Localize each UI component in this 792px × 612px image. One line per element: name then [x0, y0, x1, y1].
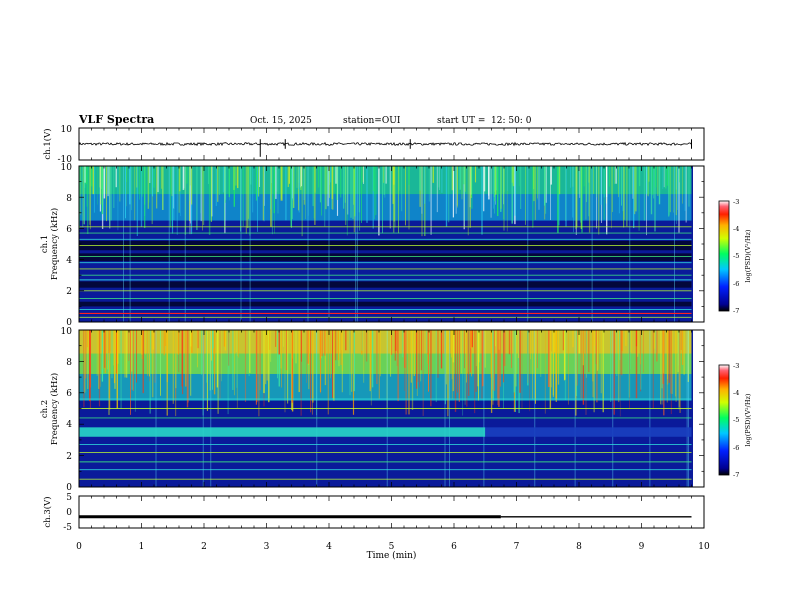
ch1-colorbar: -3 -4 -5 -6 -7 log(PSD)(V²/Hz) — [718, 198, 752, 315]
ch2-spectrogram-ylabel-2: Frequency (kHz) — [49, 373, 60, 445]
ch1-cb-tick-1: -4 — [733, 225, 739, 233]
ch2-cb-tick-4: -7 — [733, 471, 739, 479]
xtick-5: 5 — [389, 542, 395, 552]
ch2-cb-tick-2: -5 — [733, 416, 739, 424]
ch2-ytick-0: 0 — [66, 483, 72, 493]
ch1-cb-tick-3: -6 — [733, 280, 739, 288]
ch1-ytick-top: 10 — [61, 125, 73, 135]
start-ut-label: start UT = — [437, 116, 485, 126]
ch1-yticks: 0 2 4 6 8 10 — [61, 163, 73, 328]
ch1-dark-band — [79, 281, 692, 288]
ch1-ytick-bottom: -10 — [58, 155, 73, 165]
ch1-waveform-line — [78, 141, 692, 147]
ch1-dark-band — [79, 301, 692, 307]
ch2-ytick-4: 4 — [66, 420, 72, 430]
ch1-spectrogram-ylabel-1: ch.1 — [40, 235, 50, 253]
ch2-yticks: 0 2 4 6 8 10 — [61, 327, 73, 493]
figure-title: VLF Spectra — [78, 113, 154, 126]
xtick-9: 9 — [639, 542, 645, 552]
ch1-ytick-8: 8 — [66, 194, 72, 204]
ch2-colorbar-frame — [718, 364, 730, 476]
ch1-colorbar-frame — [718, 200, 730, 312]
xtick-8: 8 — [576, 542, 582, 552]
start-time-value: 12: 50: 0 — [491, 116, 532, 126]
ch2-spectrogram-ylabel-1: ch.2 — [40, 400, 50, 418]
ch2-spectrogram-content — [79, 330, 692, 487]
x-axis-tick-labels: 0 1 2 3 4 5 6 7 8 9 10 — [76, 542, 710, 552]
ch2-colorbar: -3 -4 -5 -6 -7 log(PSD)(V²/Hz) — [718, 362, 752, 479]
ch2-band — [79, 427, 486, 437]
ch2-ytick-10: 10 — [61, 327, 73, 337]
ch1-spectrogram-panel: 0 2 4 6 8 10 ch.1 Frequency (kHz) — [40, 163, 705, 328]
ch3-ytick-bottom: -5 — [63, 523, 72, 533]
ch2-top-band — [79, 330, 692, 354]
ch2-cb-tick-3: -6 — [733, 444, 739, 452]
xtick-1: 1 — [139, 542, 145, 552]
station-label: station=OUI — [343, 116, 401, 126]
ch1-colorbar-label: log(PSD)(V²/Hz) — [744, 229, 752, 282]
ch1-cb-tick-4: -7 — [733, 307, 739, 315]
ch2-ytick-8: 8 — [66, 358, 72, 368]
xtick-7: 7 — [514, 542, 520, 552]
ch1-spectrogram-content — [79, 166, 692, 322]
xtick-10: 10 — [698, 542, 710, 552]
ch3-ytick-mid: 0 — [66, 508, 72, 518]
xtick-0: 0 — [76, 542, 82, 552]
ch1-dark-band — [79, 253, 692, 262]
ch2-colorbar-label: log(PSD)(V²/Hz) — [744, 393, 752, 446]
ch1-spectrogram-ylabel-2: Frequency (kHz) — [49, 208, 60, 280]
ch3-ytick-top: 5 — [66, 493, 72, 503]
ch1-waveform-ylabel: ch.1(V) — [42, 128, 53, 159]
x-axis-label: Time (min) — [367, 550, 417, 561]
ch1-top-band — [79, 166, 692, 195]
ch1-cb-tick-2: -5 — [733, 252, 739, 260]
ch2-cb-tick-0: -3 — [733, 362, 739, 370]
ch2-spectrogram-panel: 0 2 4 6 8 10 ch.2 Frequency (kHz) — [40, 327, 705, 493]
ch2-ytick-6: 6 — [66, 389, 72, 399]
ch1-ytick-4: 4 — [66, 256, 72, 266]
xtick-6: 6 — [451, 542, 457, 552]
ch2-cb-tick-1: -4 — [733, 389, 739, 397]
xtick-2: 2 — [201, 542, 207, 552]
ch1-ytick-0: 0 — [66, 318, 72, 328]
ch1-cb-tick-0: -3 — [733, 198, 739, 206]
ch2-band-after — [485, 427, 692, 437]
ch1-ytick-10: 10 — [61, 163, 73, 173]
axis-tick-marks — [78, 128, 705, 528]
ch2-ytick-2: 2 — [66, 452, 72, 462]
ch1-ytick-2: 2 — [66, 287, 72, 297]
ch3-ylabel: ch.3(V) — [42, 496, 53, 527]
ch1-ytick-6: 6 — [66, 225, 72, 235]
ch1-colorbar-gradient — [719, 201, 729, 311]
ch2-colorbar-gradient — [719, 365, 729, 475]
date-label: Oct. 15, 2025 — [250, 116, 312, 126]
xtick-3: 3 — [264, 542, 270, 552]
xtick-4: 4 — [326, 542, 332, 552]
